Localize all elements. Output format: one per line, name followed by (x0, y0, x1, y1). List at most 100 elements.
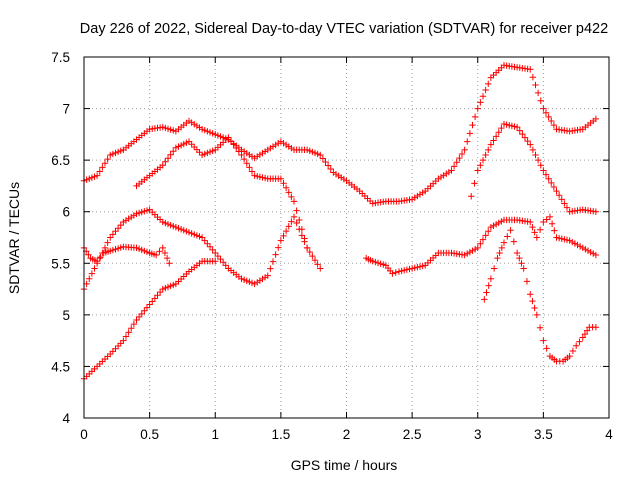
data-point (319, 155, 327, 162)
x-tick-label: 0 (80, 427, 88, 442)
data-point (461, 146, 468, 154)
data-point (546, 213, 554, 221)
y-tick-label: 4.5 (51, 359, 70, 374)
x-tick-label: 4 (605, 427, 613, 442)
data-point (534, 156, 542, 164)
data-point (490, 137, 497, 144)
data-point (101, 160, 109, 167)
data-point (466, 130, 474, 137)
y-tick-label: 5 (62, 308, 70, 323)
y-tick-label: 5.5 (51, 256, 70, 271)
data-point (167, 151, 174, 158)
data-point (288, 193, 295, 201)
data-point (495, 129, 502, 136)
data-point (306, 248, 313, 256)
data-point (504, 233, 511, 240)
data-point (233, 144, 240, 152)
data-point (163, 254, 171, 262)
data-point (545, 175, 552, 182)
data-point (467, 193, 475, 200)
data-point (558, 196, 565, 203)
x-tick-label: 2 (343, 427, 351, 442)
data-point (240, 155, 248, 163)
data-point (579, 334, 586, 341)
data-point (474, 167, 481, 174)
data-point (282, 184, 290, 191)
data-point (152, 251, 160, 259)
data-point (322, 158, 329, 166)
data-point (592, 208, 600, 215)
series-trace-2 (133, 134, 324, 272)
data-point (122, 333, 130, 340)
x-tick-label: 3.5 (534, 427, 553, 442)
y-tick-label: 6 (62, 205, 70, 220)
data-point (324, 162, 332, 169)
data-point (474, 105, 481, 112)
data-point (317, 265, 324, 272)
data-point (288, 218, 295, 225)
data-point (540, 218, 547, 226)
data-point (520, 265, 527, 272)
data-point (507, 227, 514, 234)
data-point (264, 272, 271, 279)
data-point (550, 183, 558, 191)
data-point (561, 200, 568, 207)
data-point (159, 244, 166, 252)
data-point (248, 168, 256, 175)
data-point (583, 327, 591, 334)
data-point (450, 163, 458, 170)
data-point (282, 227, 290, 235)
data-point (469, 121, 476, 129)
data-point (576, 338, 583, 345)
data-point (592, 115, 600, 123)
data-point (536, 226, 544, 233)
data-point (548, 117, 555, 125)
data-point (534, 89, 542, 97)
axis-layer: 0 0.5 1 1.5 2 2.5 3 3.5 4 4 4.5 5 5.5 6 6.5 7 7.5 (51, 50, 613, 442)
data-point (104, 239, 111, 246)
data-point (166, 260, 173, 267)
data-point (235, 148, 243, 155)
data-point (542, 171, 550, 178)
data-point (93, 258, 101, 265)
data-point (563, 204, 571, 211)
data-point (542, 109, 550, 116)
data-point (533, 311, 541, 319)
data-point (537, 162, 544, 169)
data-point (317, 151, 324, 159)
data-point (551, 227, 558, 234)
data-point (498, 244, 506, 252)
data-point (479, 92, 487, 100)
data-point (519, 130, 526, 138)
data-point (277, 237, 285, 244)
data-point (164, 155, 172, 162)
data-point (592, 324, 600, 331)
data-point (482, 232, 489, 239)
data-point (527, 291, 534, 298)
data-point (482, 151, 489, 159)
data-point (494, 254, 501, 262)
data-point (453, 159, 460, 166)
data-point (529, 146, 537, 154)
data-point (280, 180, 287, 187)
data-point (532, 151, 539, 159)
data-point (128, 325, 135, 332)
data-point (477, 162, 484, 169)
data-point (529, 223, 536, 231)
data-point (536, 324, 544, 331)
data-point (101, 244, 109, 252)
data-point (485, 146, 492, 154)
data-point (290, 213, 298, 221)
series-trace-8 (481, 227, 600, 365)
data-point (293, 219, 300, 227)
x-tick-label: 1 (211, 427, 219, 442)
data-point (513, 249, 521, 257)
data-point (543, 345, 550, 352)
data-point (269, 258, 277, 265)
data-point (104, 155, 111, 163)
data-point (527, 218, 534, 226)
data-point (487, 141, 495, 148)
data-point (481, 296, 488, 303)
data-point (518, 260, 525, 267)
